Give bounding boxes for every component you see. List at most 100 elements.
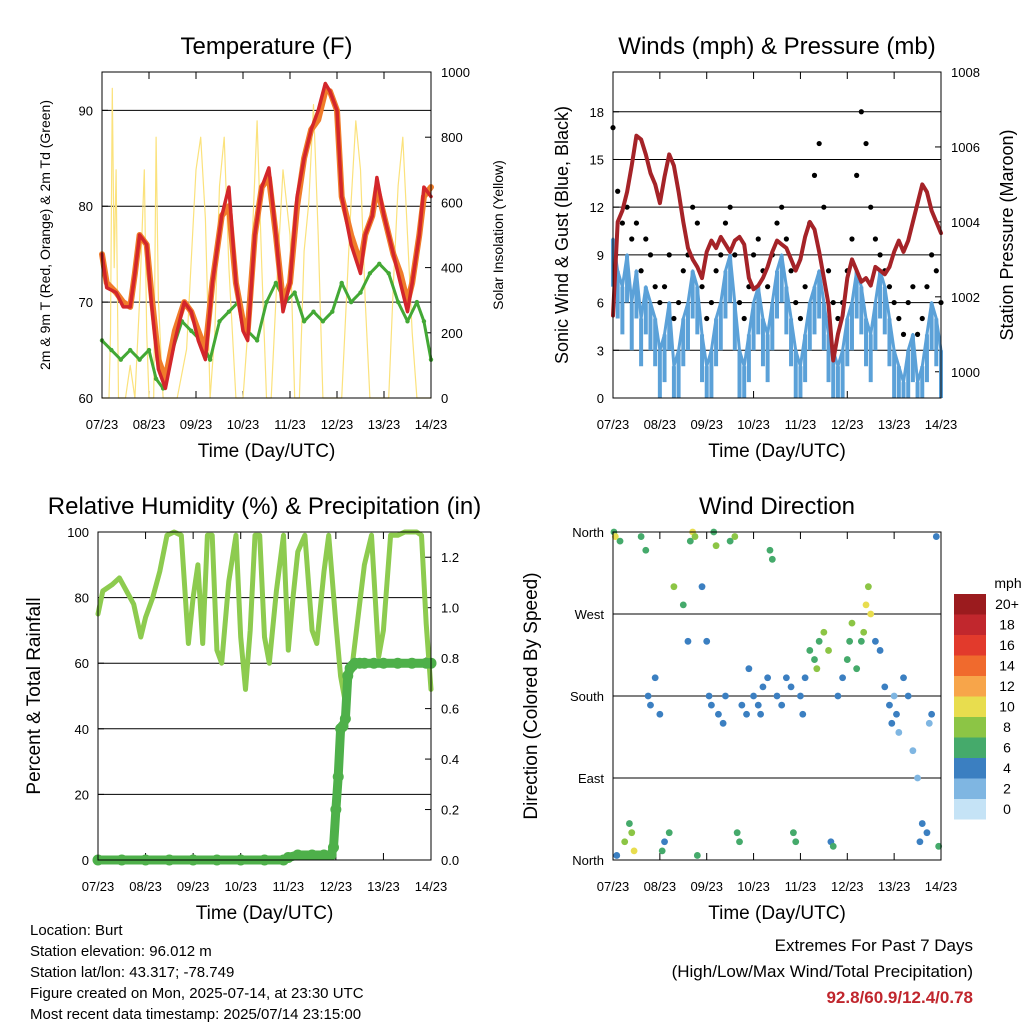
x-tick-label: 12/23: [831, 879, 864, 894]
y2-axis-label: Station Pressure (Maroon): [997, 129, 1017, 340]
x-tick-label: 14/23: [925, 417, 958, 432]
y2-tick-label: 400: [441, 261, 463, 276]
chart-panel-3: Relative Humidity (%) & Precipitation (i…: [24, 493, 481, 924]
y-tick-label: 80: [75, 591, 89, 606]
extremes-box: Extremes For Past 7 Days (High/Low/Max W…: [672, 933, 973, 1011]
direction-point: [759, 683, 767, 691]
legend-label: 12: [999, 678, 1015, 694]
gust-point: [741, 315, 747, 322]
y-tick-label: 60: [75, 656, 89, 671]
y2-tick-label: 1008: [951, 65, 980, 80]
dewpoint-point: [339, 280, 344, 286]
gust-point: [835, 315, 841, 322]
direction-point: [790, 829, 797, 837]
x-tick-label: 12/23: [831, 417, 864, 432]
dewpoint-point: [189, 328, 194, 334]
gust-point: [718, 252, 724, 258]
x-axis-label: Time (Day/UTC): [198, 441, 336, 462]
y2-tick-label: 600: [441, 195, 463, 210]
dewpoint-point: [273, 280, 279, 286]
direction-point: [787, 683, 795, 691]
direction-point: [621, 838, 629, 846]
gust-point: [750, 252, 757, 258]
direction-point: [693, 852, 701, 859]
gust-point: [863, 140, 869, 147]
gust-point: [727, 204, 733, 210]
gust-point: [788, 268, 794, 274]
direction-point: [768, 555, 776, 563]
gust-point: [657, 299, 663, 306]
direction-point: [925, 719, 933, 727]
direction-point: [712, 542, 720, 550]
dewpoint-point: [137, 357, 142, 362]
x-tick-label: 11/23: [785, 417, 817, 432]
gust-point: [652, 284, 658, 290]
gust-point: [661, 284, 668, 290]
direction-point: [886, 701, 893, 709]
direction-point: [872, 637, 879, 645]
x-axis-label: Time (Day/UTC): [708, 441, 846, 462]
direction-point: [928, 710, 936, 718]
legend-swatch: [954, 778, 986, 799]
direction-point: [778, 701, 786, 709]
dewpoint-point: [405, 319, 410, 324]
series-temp-2m: [100, 81, 433, 391]
direction-point: [679, 601, 687, 609]
chart-panel-2: Winds (mph) & Pressure (mb) Time (Day/UTC…: [552, 33, 1017, 462]
x-axis-label: Time (Day/UTC): [708, 903, 846, 924]
dewpoint-point: [358, 290, 363, 295]
gust-point: [797, 315, 804, 322]
y2-tick-label: 1006: [951, 140, 980, 155]
x-tick-label: 12/23: [321, 417, 354, 432]
direction-point: [909, 747, 917, 755]
direction-point: [914, 774, 921, 782]
y-axis-label: 2m & 9m T (Red, Orange) & 2m Td (Green): [37, 100, 53, 370]
dewpoint-point: [226, 309, 232, 314]
direction-point: [764, 674, 772, 682]
gust-point: [671, 315, 677, 322]
legend-swatch: [954, 737, 986, 758]
x-tick-label: 07/23: [82, 879, 115, 894]
direction-point: [630, 847, 638, 855]
extremes-values: 92.8/60.9/12.4/0.78: [826, 988, 973, 1007]
gust-point: [929, 252, 935, 258]
direction-point: [813, 665, 821, 673]
y2-tick-label: 0.6: [441, 702, 459, 717]
direction-point: [797, 692, 804, 700]
direction-point: [642, 546, 650, 554]
gust-point: [919, 315, 925, 322]
x-tick-label: 13/23: [878, 417, 911, 432]
x-tick-label: 11/23: [272, 879, 304, 894]
x-tick-label: 14/23: [925, 879, 958, 894]
y2-tick-label: 1000: [951, 365, 980, 380]
direction-point: [661, 838, 668, 846]
dewpoint-point: [207, 357, 213, 362]
direction-point: [743, 710, 750, 718]
gust-point: [914, 331, 921, 337]
y-tick-label: 15: [590, 152, 604, 167]
y-tick-label: 60: [79, 391, 93, 406]
plot-frame: [612, 71, 942, 399]
direction-point: [738, 701, 746, 709]
direction-point: [916, 838, 924, 846]
direction-point: [820, 628, 828, 636]
figure-created: Figure created on Mon, 2025-07-14, at 23…: [30, 985, 364, 1002]
y-tick-label: 100: [67, 525, 89, 540]
direction-point: [658, 847, 666, 855]
direction-point: [637, 533, 645, 540]
direction-point: [801, 674, 809, 682]
chart-panel-4: Wind Direction Time (Day/UTC) Direction (C…: [521, 493, 957, 924]
gust-point: [680, 268, 686, 274]
dewpoint-point: [146, 347, 152, 353]
direction-point: [708, 701, 715, 709]
y2-tick-label: 1002: [951, 290, 980, 305]
y-axis-label: Percent & Total Rainfall: [24, 597, 45, 794]
station-info: Location: Burt Station elevation: 96.012…: [30, 920, 364, 1025]
direction-point: [644, 692, 652, 700]
gust-point: [825, 268, 832, 274]
direction-point: [935, 842, 943, 850]
direction-point: [881, 683, 889, 691]
direction-point: [839, 674, 846, 682]
dewpoint-point: [367, 271, 373, 276]
